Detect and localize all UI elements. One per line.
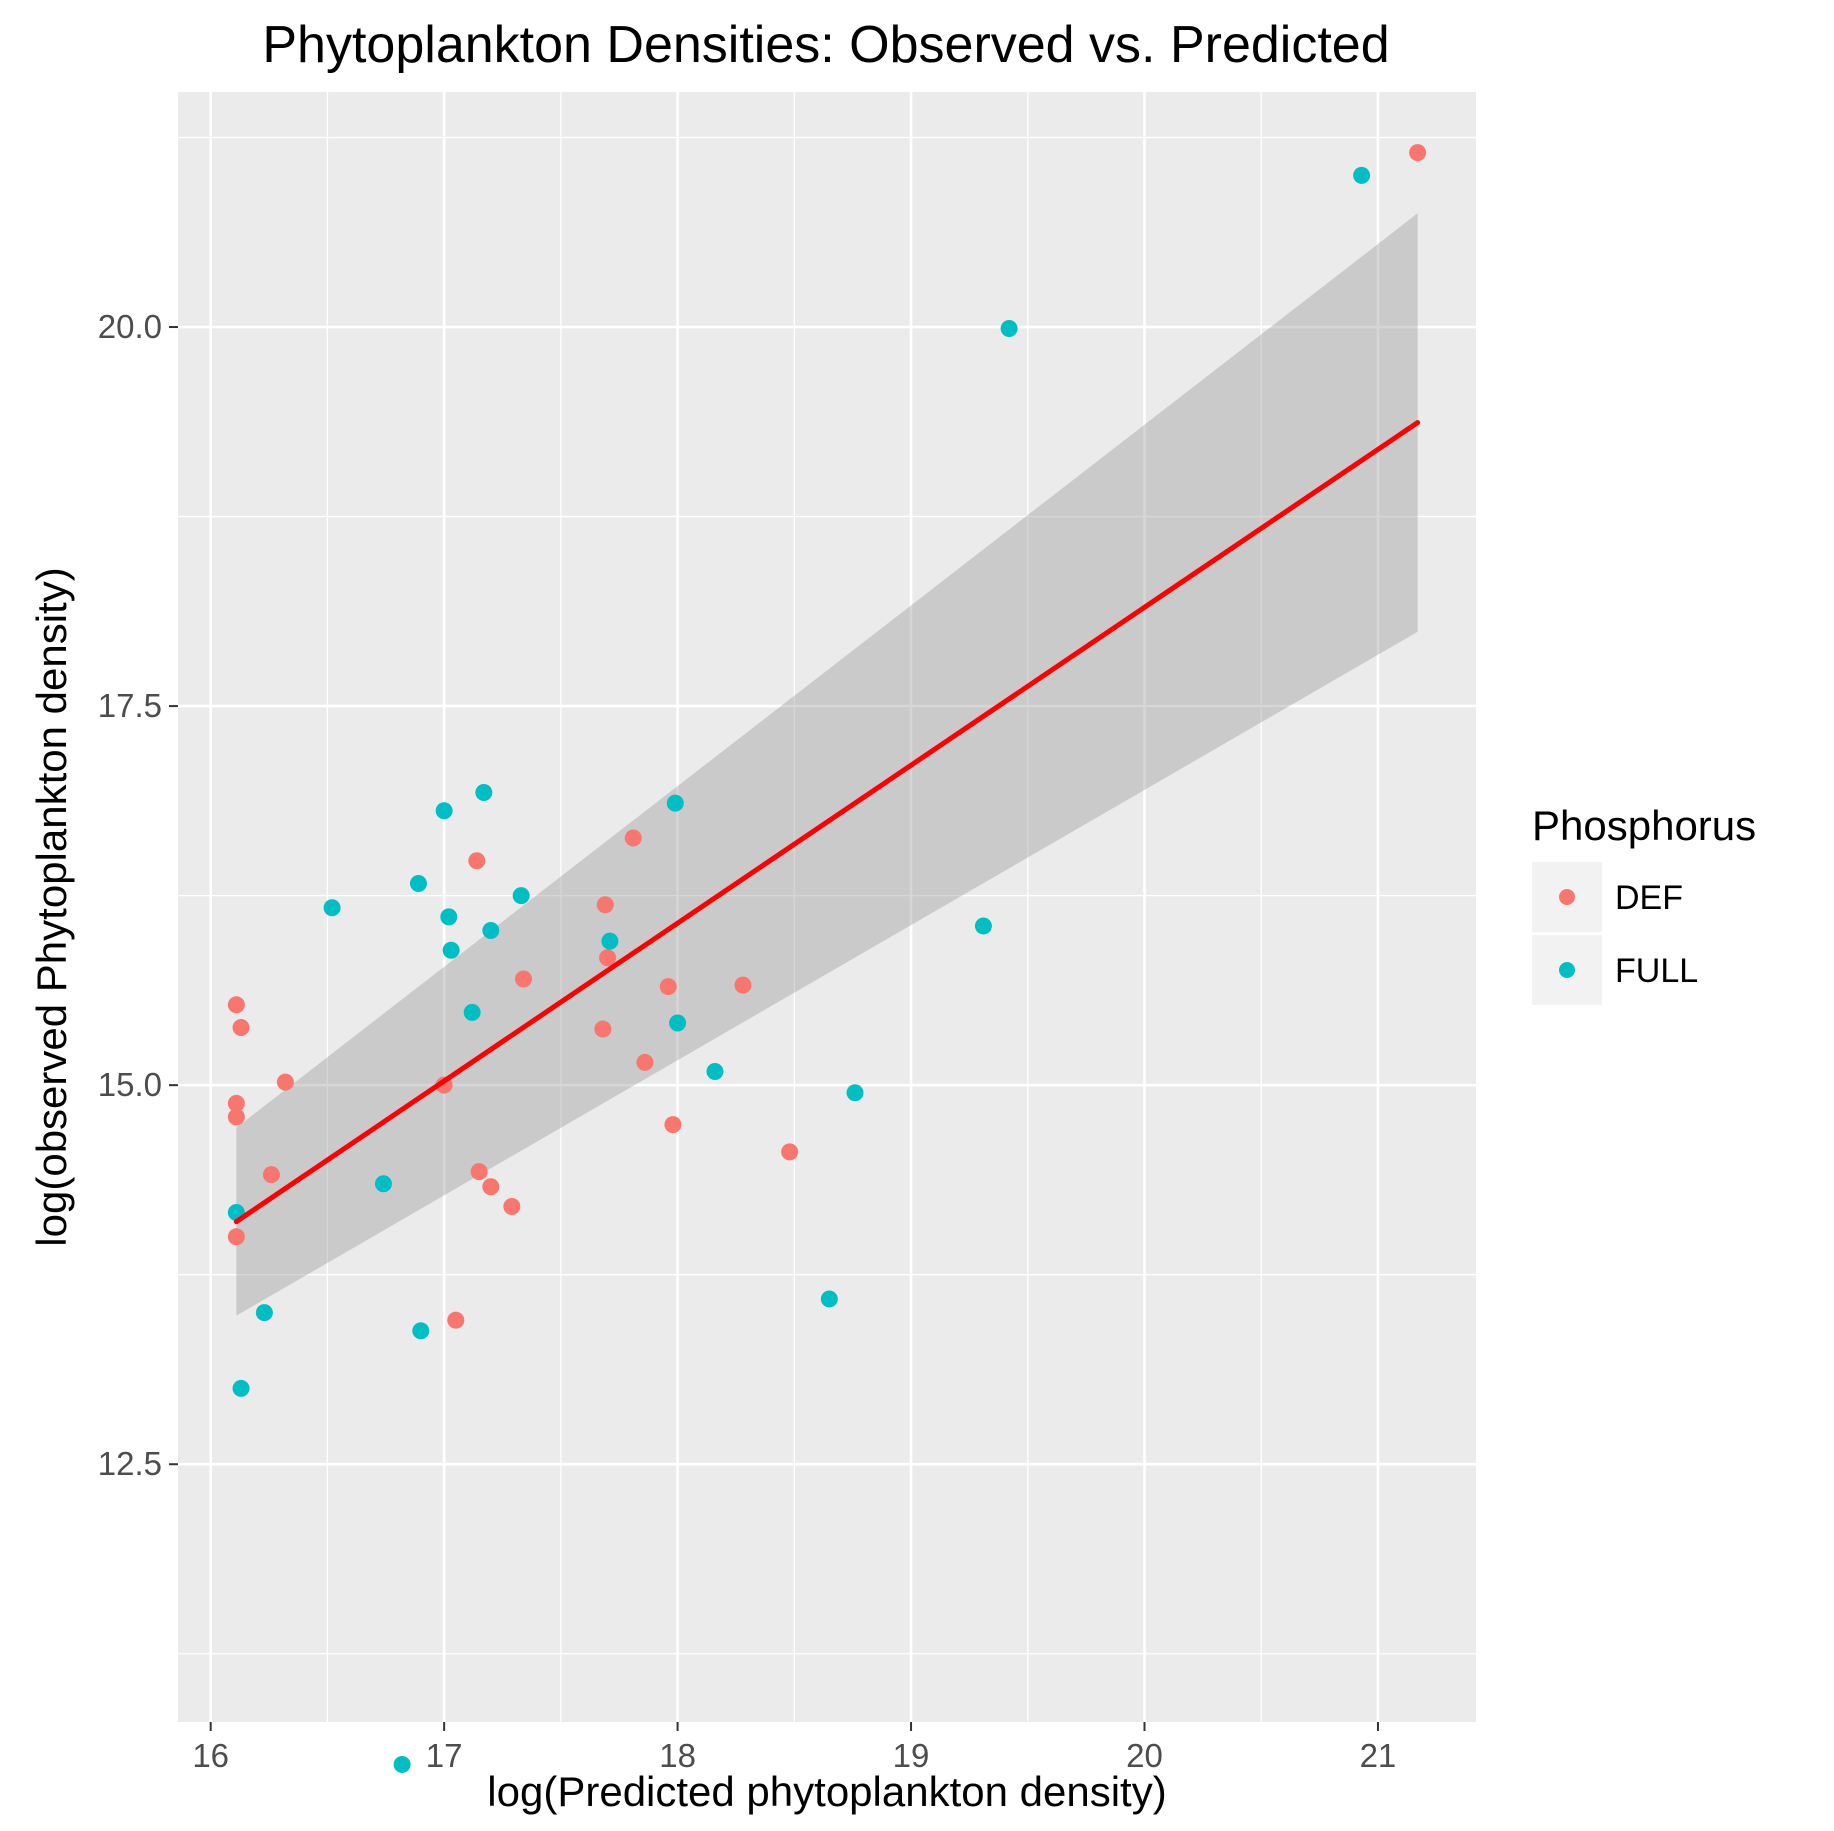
data-point-full: [393, 1755, 411, 1773]
data-point-full: [440, 908, 458, 926]
data-point-def: [659, 978, 677, 996]
data-point-full: [409, 874, 427, 892]
legend-title: Phosphorus: [1532, 802, 1756, 849]
data-point-full: [666, 794, 684, 812]
confidence-band: [236, 213, 1418, 1316]
data-point-full: [974, 917, 992, 935]
data-point-full: [1000, 320, 1018, 338]
data-point-def: [227, 1108, 245, 1126]
tick-labels: 16 17 18 19 20 21 12.5 15.0 17.5 20.0: [98, 308, 1397, 1774]
data-point-full: [846, 1084, 864, 1102]
regression-line: [233, 420, 1421, 1225]
data-point-full: [442, 941, 460, 959]
grid-major: [178, 92, 1476, 1722]
data-point-full: [232, 1379, 250, 1397]
data-point-full: [463, 1003, 481, 1021]
x-tick-label: 17: [426, 1737, 463, 1774]
data-point-full: [820, 1290, 838, 1308]
x-tick-label: 16: [192, 1737, 229, 1774]
data-point-def: [594, 1020, 612, 1038]
chart-title: Phytoplankton Densities: Observed vs. Pr…: [262, 16, 1389, 74]
data-point-full: [512, 887, 530, 905]
data-point-full: [669, 1014, 687, 1032]
data-point-full: [482, 922, 500, 940]
data-point-full: [255, 1304, 273, 1322]
y-tick-label: 12.5: [98, 1445, 162, 1482]
data-point-full: [601, 932, 619, 950]
grid-minor: [178, 92, 1476, 1722]
data-point-def: [262, 1166, 280, 1184]
y-tick-label: 20.0: [98, 308, 162, 345]
data-point-full: [706, 1063, 724, 1081]
data-point-def: [515, 970, 533, 988]
data-point-def: [276, 1073, 294, 1091]
data-point-full: [475, 784, 493, 802]
data-point-def: [470, 1163, 488, 1181]
y-tick-label: 15.0: [98, 1066, 162, 1103]
data-point-def: [734, 976, 752, 994]
data-point-def: [447, 1311, 465, 1329]
data-point-def: [227, 996, 245, 1014]
data-point-def: [781, 1143, 799, 1161]
x-tick-label: 19: [893, 1737, 930, 1774]
data-point-def: [636, 1053, 654, 1071]
legend-key-def-dot: [1559, 889, 1575, 905]
data-point-full: [412, 1322, 430, 1340]
axis-ticks: [169, 326, 1379, 1731]
data-point-def: [503, 1197, 521, 1215]
y-tick-label: 17.5: [98, 687, 162, 724]
legend-key-full-dot: [1559, 962, 1575, 978]
legend-label-full: FULL: [1615, 952, 1698, 990]
data-points: [227, 144, 1427, 1773]
data-point-def: [599, 949, 617, 967]
data-point-def: [664, 1116, 682, 1134]
data-point-def: [227, 1228, 245, 1246]
legend: Phosphorus DEF FULL: [1532, 802, 1756, 1005]
data-point-full: [323, 899, 341, 917]
data-point-def: [227, 1094, 245, 1112]
legend-label-def: DEF: [1615, 879, 1683, 917]
data-point-full: [1353, 166, 1371, 184]
plot-panel: [178, 92, 1476, 1722]
data-point-def: [232, 1019, 250, 1037]
x-axis-label: log(Predicted phytoplankton density): [487, 1768, 1166, 1815]
data-point-def: [596, 896, 614, 914]
data-point-def: [468, 852, 486, 870]
y-axis-label: log(observed Phytoplankton density): [28, 567, 75, 1246]
data-point-full: [435, 802, 453, 820]
x-tick-label: 21: [1360, 1737, 1397, 1774]
data-point-def: [482, 1178, 500, 1196]
data-point-def: [1409, 144, 1427, 162]
data-point-def: [624, 829, 642, 847]
data-point-full: [374, 1175, 392, 1193]
x-tick-label: 18: [659, 1737, 696, 1774]
x-tick-label: 20: [1126, 1737, 1163, 1774]
